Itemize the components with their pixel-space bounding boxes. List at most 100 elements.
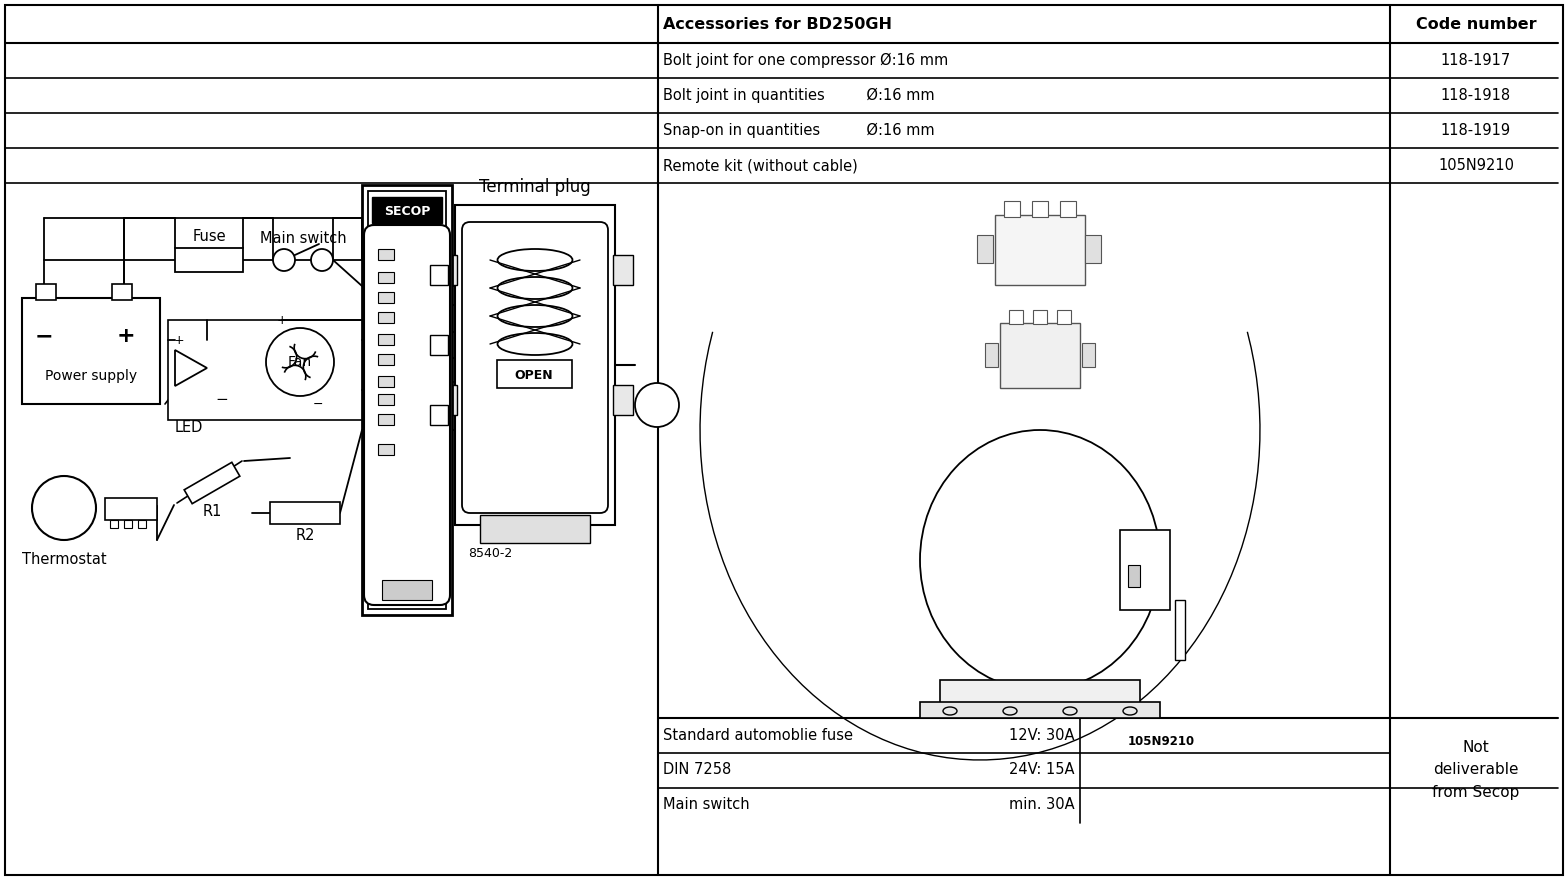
Text: 118-1918: 118-1918: [1441, 88, 1512, 103]
Text: Snap-on in quantities          Ø:16 mm: Snap-on in quantities Ø:16 mm: [663, 123, 935, 138]
Bar: [378, 292, 394, 303]
Text: Main switch: Main switch: [663, 797, 750, 812]
Bar: [372, 197, 442, 223]
Text: DIN 7258: DIN 7258: [663, 762, 731, 778]
Text: 12V: 30A: 12V: 30A: [1010, 728, 1076, 743]
Text: +: +: [467, 297, 480, 312]
Text: +: +: [467, 278, 480, 294]
Bar: [110, 520, 118, 528]
Text: −: −: [215, 392, 227, 407]
Bar: [378, 312, 394, 323]
Bar: [378, 394, 394, 405]
Bar: [362, 185, 452, 615]
Bar: [1033, 310, 1047, 324]
Text: Not
deliverable
from Secop: Not deliverable from Secop: [1432, 740, 1519, 800]
Bar: [1174, 600, 1185, 660]
Bar: [1032, 201, 1047, 217]
Bar: [437, 385, 456, 415]
Bar: [1057, 310, 1071, 324]
Bar: [1082, 343, 1094, 367]
Bar: [613, 385, 633, 415]
Text: Bolt joint in quantities         Ø:16 mm: Bolt joint in quantities Ø:16 mm: [663, 88, 935, 103]
Text: Thermostat: Thermostat: [22, 553, 107, 568]
Bar: [383, 580, 433, 600]
Text: Remote kit (without cable): Remote kit (without cable): [663, 158, 858, 173]
Bar: [985, 343, 997, 367]
Bar: [1008, 310, 1022, 324]
Text: LED: LED: [174, 421, 204, 436]
Bar: [168, 320, 368, 420]
Text: Terminal plug: Terminal plug: [480, 178, 591, 196]
Text: 118-1919: 118-1919: [1441, 123, 1512, 138]
Text: Standard automoblie fuse: Standard automoblie fuse: [663, 728, 853, 743]
Bar: [111, 284, 132, 300]
Text: +: +: [174, 334, 185, 347]
Text: F: F: [467, 325, 477, 340]
Text: +: +: [116, 326, 135, 346]
Text: 8540-2: 8540-2: [467, 547, 513, 560]
Bar: [437, 255, 456, 285]
Bar: [368, 191, 445, 609]
Bar: [480, 515, 590, 543]
Text: T: T: [467, 422, 478, 437]
Text: Main switch: Main switch: [260, 231, 347, 246]
Text: SECOP: SECOP: [384, 204, 430, 217]
Text: Accessories for BD250GH: Accessories for BD250GH: [663, 17, 892, 32]
Bar: [378, 249, 394, 260]
Text: Bolt joint for one compressor Ø:16 mm: Bolt joint for one compressor Ø:16 mm: [663, 53, 949, 68]
Polygon shape: [176, 350, 207, 386]
Bar: [378, 444, 394, 455]
Text: Fuse: Fuse: [193, 229, 226, 244]
Circle shape: [31, 476, 96, 540]
Text: OPEN: OPEN: [514, 369, 554, 382]
Bar: [1120, 530, 1170, 610]
Bar: [430, 405, 448, 425]
Text: −: −: [34, 326, 53, 346]
Text: +: +: [276, 313, 287, 326]
Text: 24V: 15A: 24V: 15A: [1010, 762, 1076, 778]
Text: -: -: [467, 253, 474, 268]
Text: Power supply: Power supply: [45, 369, 136, 383]
Text: Fan: Fan: [289, 355, 312, 369]
Bar: [378, 334, 394, 345]
Bar: [270, 502, 340, 524]
Circle shape: [635, 383, 679, 427]
Text: Code number: Code number: [1416, 17, 1537, 32]
Bar: [939, 680, 1140, 708]
Text: P: P: [467, 398, 478, 413]
Text: 105N9210: 105N9210: [1438, 158, 1515, 173]
Bar: [920, 702, 1160, 718]
Text: C: C: [467, 375, 478, 390]
Bar: [36, 284, 56, 300]
Bar: [1004, 201, 1021, 217]
Text: min. 30A: min. 30A: [1010, 797, 1076, 812]
Bar: [996, 215, 1085, 285]
Bar: [455, 205, 615, 525]
Bar: [497, 360, 572, 388]
Text: −: −: [312, 398, 323, 410]
Bar: [1085, 235, 1101, 263]
Bar: [1127, 565, 1140, 587]
Text: 105N9210: 105N9210: [1127, 735, 1195, 748]
Bar: [378, 376, 394, 387]
Circle shape: [267, 328, 334, 396]
Bar: [138, 520, 146, 528]
Bar: [105, 498, 157, 520]
Circle shape: [310, 249, 332, 271]
Polygon shape: [183, 462, 240, 503]
Text: D: D: [467, 350, 480, 365]
Bar: [430, 335, 448, 355]
Bar: [1060, 201, 1076, 217]
FancyBboxPatch shape: [463, 222, 608, 513]
Bar: [378, 414, 394, 425]
Text: R2: R2: [295, 529, 315, 544]
FancyBboxPatch shape: [364, 225, 450, 605]
Bar: [176, 248, 243, 272]
Bar: [378, 272, 394, 283]
Bar: [977, 235, 993, 263]
Bar: [430, 265, 448, 285]
Text: 118-1917: 118-1917: [1441, 53, 1512, 68]
Bar: [613, 255, 633, 285]
Bar: [124, 520, 132, 528]
Bar: [1000, 322, 1080, 387]
